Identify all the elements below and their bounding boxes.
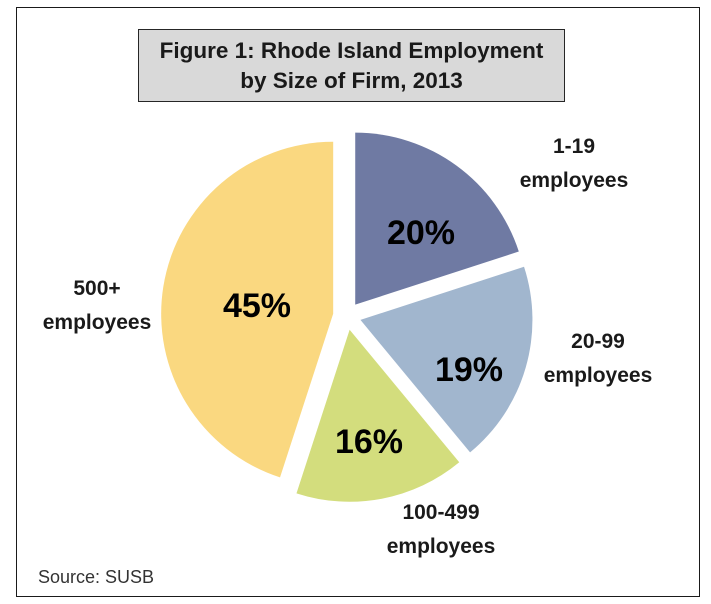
slice-category-label: 500+ employees <box>43 277 152 334</box>
slice-category-label-line: employees <box>43 311 152 334</box>
slice-category-label-line: 20-99 <box>571 330 625 353</box>
slice-value-label: 20% <box>387 214 455 252</box>
slice-category-label-line: employees <box>520 169 629 192</box>
pie-slice-4 <box>161 141 334 478</box>
chart-title-line-1: Figure 1: Rhode Island Employment <box>159 37 544 63</box>
pie-slice-3 <box>296 329 460 502</box>
slice-category-label-line: 1-19 <box>553 135 595 158</box>
slice-category-label-line: employees <box>544 364 653 387</box>
source-note: Source: SUSB <box>38 567 155 587</box>
slice-category-label-line: 100-499 <box>402 501 479 524</box>
slice-category-label-line: 500+ <box>73 277 120 300</box>
slice-category-label: 100-499 employees <box>387 501 496 558</box>
pie-slice-1 <box>355 132 519 305</box>
slice-value-label: 19% <box>435 351 503 389</box>
slice-value-label: 45% <box>223 287 291 325</box>
chart-title-line-2: by Size of Firm, 2013 <box>240 67 463 93</box>
slice-category-label: 1-19 employees <box>520 135 629 192</box>
slice-category-label-line: employees <box>387 535 496 558</box>
slice-value-label: 16% <box>335 423 403 461</box>
slice-category-label: 20-99 employees <box>544 330 653 387</box>
chart-title-box: Figure 1: Rhode Island Employment by Siz… <box>138 29 565 102</box>
pie-slice-2 <box>360 266 533 453</box>
